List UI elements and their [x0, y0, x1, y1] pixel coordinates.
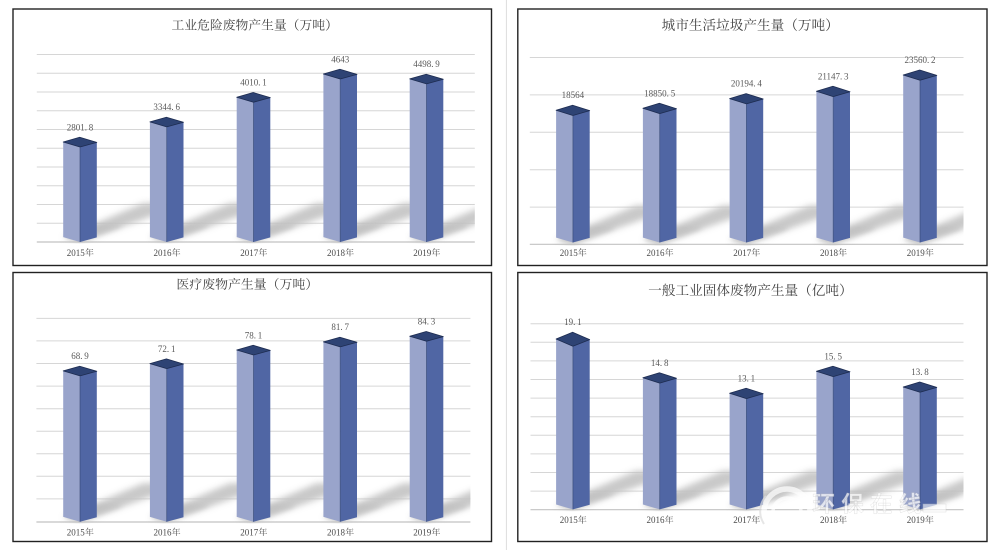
svg-text:2017: 2017	[733, 248, 752, 258]
svg-text:2018: 2018	[327, 527, 346, 537]
svg-text:13. 1: 13. 1	[738, 373, 756, 383]
svg-text:2015: 2015	[67, 248, 86, 258]
svg-text:84. 3: 84. 3	[418, 317, 436, 327]
svg-text:3344. 6: 3344. 6	[153, 102, 180, 112]
svg-text:2016: 2016	[647, 515, 666, 525]
svg-text:2019: 2019	[413, 248, 432, 258]
svg-text:2016: 2016	[647, 248, 666, 258]
svg-text:72. 1: 72. 1	[158, 344, 176, 354]
svg-text:2017: 2017	[240, 248, 258, 258]
svg-text:2015: 2015	[67, 527, 86, 537]
svg-text:13. 8: 13. 8	[911, 367, 929, 377]
svg-text:2018: 2018	[820, 248, 839, 258]
svg-text:2016: 2016	[154, 248, 173, 258]
svg-text:2015: 2015	[560, 515, 579, 525]
svg-text:81. 7: 81. 7	[331, 322, 349, 332]
svg-text:2015: 2015	[560, 248, 579, 258]
svg-text:78. 1: 78. 1	[245, 330, 263, 340]
svg-text:18850. 5: 18850. 5	[644, 88, 676, 98]
svg-text:23560. 2: 23560. 2	[904, 55, 935, 65]
svg-text:2018: 2018	[820, 515, 839, 525]
svg-text:2018: 2018	[327, 248, 346, 258]
svg-text:4498. 9: 4498. 9	[413, 59, 440, 69]
svg-text:15. 5: 15. 5	[824, 351, 842, 361]
svg-text:20194. 4: 20194. 4	[731, 79, 763, 89]
svg-text:2016: 2016	[154, 527, 173, 537]
svg-text:2019: 2019	[413, 527, 432, 537]
svg-text:2017: 2017	[240, 527, 258, 537]
svg-text:4010. 1: 4010. 1	[240, 78, 267, 88]
svg-text:4643: 4643	[331, 54, 350, 64]
svg-text:21147. 3: 21147. 3	[818, 71, 849, 81]
svg-text:19. 1: 19. 1	[564, 317, 582, 327]
svg-text:68. 9: 68. 9	[71, 351, 89, 361]
svg-text:18564: 18564	[562, 90, 585, 100]
svg-text:2019: 2019	[907, 248, 926, 258]
svg-text:14. 8: 14. 8	[651, 358, 669, 368]
svg-text:2017: 2017	[733, 515, 752, 525]
svg-text:2801. 8: 2801. 8	[67, 122, 94, 132]
svg-text:2019: 2019	[907, 515, 926, 525]
